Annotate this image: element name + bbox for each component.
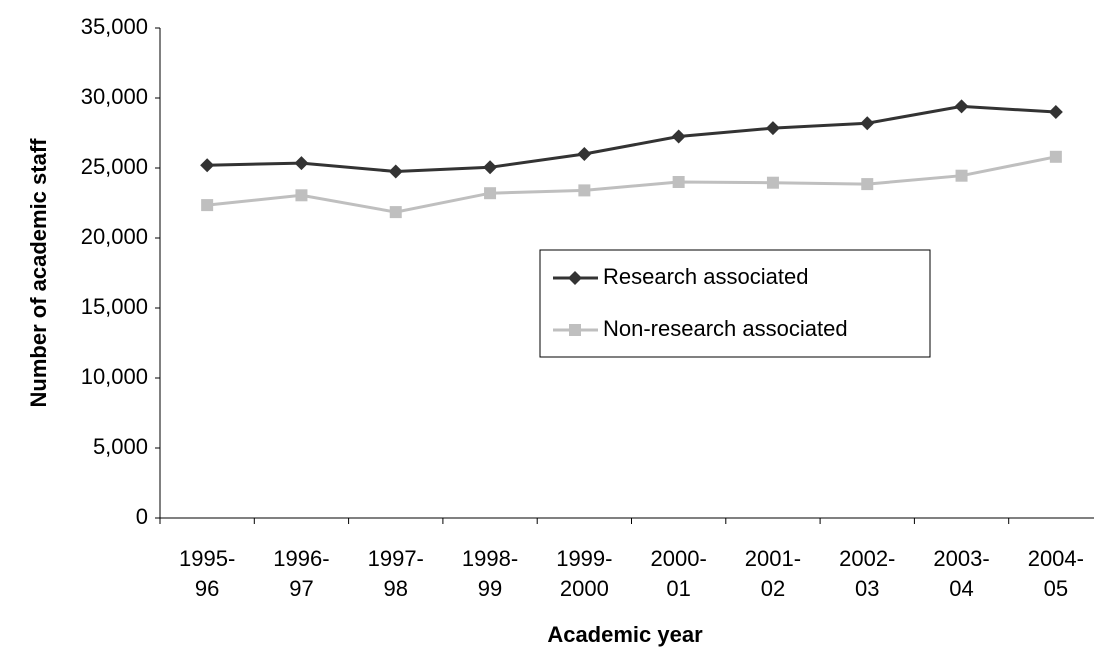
- marker: [294, 156, 309, 171]
- marker: [568, 271, 582, 285]
- x-tick-label: 97: [289, 576, 313, 601]
- x-tick-label: 2001-: [745, 546, 801, 571]
- x-axis-label: Academic year: [547, 622, 703, 647]
- x-tick-label: 1995-: [179, 546, 235, 571]
- y-tick-label: 30,000: [81, 84, 148, 109]
- marker: [672, 176, 685, 188]
- x-tick-label: 1999-: [556, 546, 612, 571]
- y-tick-label: 35,000: [81, 14, 148, 39]
- y-tick-label: 20,000: [81, 224, 148, 249]
- legend-label: Non-research associated: [603, 316, 848, 341]
- legend-label: Research associated: [603, 264, 808, 289]
- x-tick-label: 2000-: [651, 546, 707, 571]
- marker: [861, 178, 874, 191]
- x-tick-label: 2004-: [1028, 546, 1084, 571]
- y-tick-label: 15,000: [81, 294, 148, 319]
- marker: [1048, 105, 1063, 119]
- x-tick-label: 99: [478, 576, 502, 601]
- x-tick-label: 1998-: [462, 546, 518, 571]
- marker: [954, 99, 969, 114]
- y-tick-label: 0: [136, 504, 148, 529]
- marker: [578, 184, 591, 197]
- series-line: [207, 104, 1056, 174]
- x-tick-label: 1996-: [273, 546, 329, 571]
- x-tick-label: 2000: [560, 576, 609, 601]
- marker: [577, 147, 592, 161]
- marker: [389, 206, 402, 219]
- marker: [1049, 150, 1062, 163]
- y-axis-label: Number of academic staff: [26, 138, 51, 408]
- marker: [766, 176, 779, 189]
- x-tick-label: 98: [384, 576, 408, 601]
- x-tick-label: 03: [855, 576, 879, 601]
- x-tick-label: 05: [1044, 576, 1068, 601]
- marker: [483, 160, 498, 175]
- marker: [569, 324, 581, 336]
- x-tick-label: 02: [761, 576, 785, 601]
- x-tick-label: 2002-: [839, 546, 895, 571]
- x-tick-label: 04: [949, 576, 973, 601]
- x-tick-label: 2003-: [933, 546, 989, 571]
- x-tick-label: 96: [195, 576, 219, 601]
- x-tick-label: 01: [666, 576, 690, 601]
- marker: [200, 158, 215, 173]
- marker: [671, 129, 686, 144]
- x-tick-label: 1997-: [368, 546, 424, 571]
- series-line: [206, 155, 1057, 214]
- legend-box: [539, 249, 931, 358]
- marker: [860, 116, 875, 131]
- marker: [484, 187, 497, 200]
- marker: [765, 121, 780, 136]
- marker: [955, 169, 968, 182]
- marker: [201, 199, 214, 212]
- y-tick-label: 10,000: [81, 364, 148, 389]
- marker: [388, 164, 403, 179]
- y-tick-label: 5,000: [93, 434, 148, 459]
- y-tick-label: 25,000: [81, 154, 148, 179]
- marker: [295, 189, 308, 202]
